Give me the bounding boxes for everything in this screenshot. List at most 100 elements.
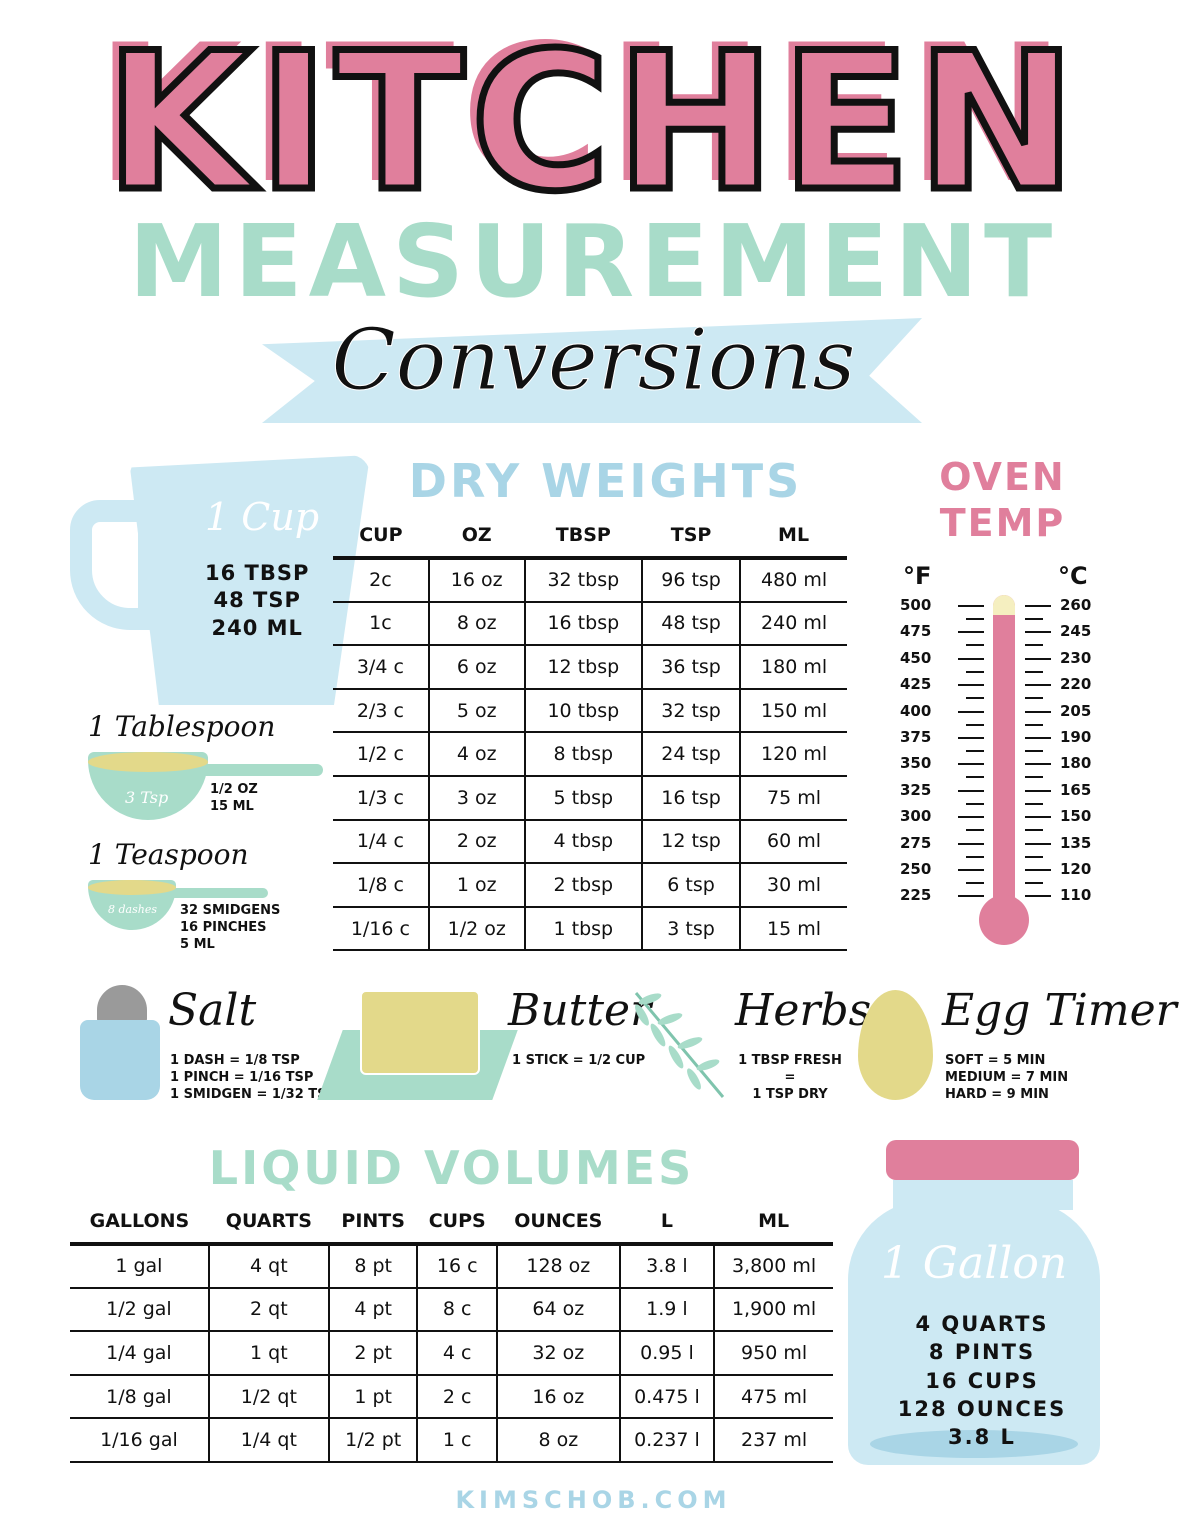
table-cell: 16 oz xyxy=(428,558,526,603)
fahrenheit-value: 300 xyxy=(900,807,932,826)
table-cell: 1c xyxy=(333,601,430,647)
gallon-line: 16 CUPS xyxy=(925,1368,1039,1393)
table-cell: 2 pt xyxy=(328,1331,419,1376)
table-cell: 6 tsp xyxy=(641,863,742,908)
salt-line: 1 PINCH = 1/16 TSP xyxy=(170,1069,314,1085)
thermometer-tick xyxy=(958,684,984,687)
table-cell: 4 oz xyxy=(428,732,526,777)
table-cell: 1/2 pt xyxy=(328,1418,419,1463)
table-cell: 4 pt xyxy=(328,1287,419,1333)
table-cell: 32 tsp xyxy=(641,688,742,734)
thermometer-tick xyxy=(1025,631,1051,634)
tsp-line: 5 ML xyxy=(180,936,215,952)
thermometer-tick xyxy=(1025,697,1043,700)
column-header: ML xyxy=(714,1200,833,1246)
salt-title: Salt xyxy=(168,985,257,1036)
fahrenheit-value: 450 xyxy=(900,648,932,667)
table-cell: 32 tbsp xyxy=(524,558,643,603)
celsius-value: 230 xyxy=(1060,648,1092,667)
herbs-info: 1 TBSP FRESH = 1 TSP DRY xyxy=(735,1053,845,1104)
gallon-line: 3.8 L xyxy=(948,1425,1016,1450)
footer-website: KIMSCHOB.COM xyxy=(455,1486,732,1514)
table-row: 1/16 c 1/2 oz 1 tbsp 3 tsp 15 ml xyxy=(333,906,847,952)
tablespoon-icon xyxy=(88,752,323,822)
table-cell: 0.475 l xyxy=(619,1374,716,1420)
teaspoon-equivalents: 32 SMIDGENS 16 PINCHES 5 ML xyxy=(180,903,280,954)
thermometer-tick xyxy=(966,750,984,752)
dry-weights-table: CUP OZ TBSP TSP ML 2c 16 oz 32 tbsp 96 tsp 480 ml… xyxy=(333,514,847,952)
table-cell: 12 tsp xyxy=(641,819,742,865)
table-cell: 1/2 oz xyxy=(428,906,526,952)
salt-shaker-icon xyxy=(75,985,160,1115)
title-conversions: Conversions xyxy=(331,311,856,409)
table-row: 1c 8 oz 16 tbsp 48 tsp 240 ml xyxy=(333,601,847,647)
thermometer-tick xyxy=(1025,882,1043,884)
thermometer-tick xyxy=(966,618,984,620)
tbsp-line: 1/2 OZ xyxy=(210,782,258,797)
table-cell: 1/4 qt xyxy=(208,1418,330,1463)
cup-equivalents: 16 TBSP 48 TSP 240 ML xyxy=(205,560,309,642)
table-cell: 3/4 c xyxy=(333,645,430,690)
table-cell: 3 tsp xyxy=(641,906,742,952)
table-cell: 32 oz xyxy=(496,1331,621,1376)
fahrenheit-value: 225 xyxy=(900,886,932,905)
thermometer-tick xyxy=(1025,723,1043,726)
fahrenheit-label: °F xyxy=(903,562,932,590)
egg-line: HARD = 9 MIN xyxy=(945,1086,1049,1102)
fahrenheit-value: 500 xyxy=(900,596,932,614)
gallon-label: 1 Gallon xyxy=(880,1238,1068,1289)
celsius-label: °C xyxy=(1058,562,1088,590)
table-cell: 10 tbsp xyxy=(524,688,643,734)
column-header: OUNCES xyxy=(496,1200,620,1246)
table-cell: 1/4 c xyxy=(333,819,430,865)
thermometer-tick xyxy=(1025,684,1051,687)
table-cell: 1 tbsp xyxy=(524,906,643,952)
table-cell: 16 c xyxy=(417,1244,498,1289)
cup-line: 16 TBSP xyxy=(205,561,310,585)
table-cell: 0.237 l xyxy=(619,1418,716,1463)
table-cell: 6 oz xyxy=(428,645,526,690)
column-header: QUARTS xyxy=(208,1200,329,1246)
celsius-value: 260 xyxy=(1060,596,1092,614)
egg-line: MEDIUM = 7 MIN xyxy=(945,1069,1069,1085)
column-header: CUPS xyxy=(417,1200,497,1246)
butter-title: Butter xyxy=(508,985,652,1036)
table-cell: 60 ml xyxy=(740,819,847,865)
thermometer-tick xyxy=(1025,789,1051,792)
dry-weights-title: DRY WEIGHTS xyxy=(408,454,803,508)
table-cell: 2 qt xyxy=(208,1287,330,1333)
thermometer-tick xyxy=(966,855,984,858)
egg-icon xyxy=(858,990,933,1100)
table-cell: 4 qt xyxy=(208,1244,330,1289)
table-cell: 1/16 c xyxy=(333,906,430,952)
salt-line: 1 SMIDGEN = 1/32 TSP xyxy=(170,1086,337,1102)
fahrenheit-value: 325 xyxy=(900,780,932,799)
table-cell: 480 ml xyxy=(740,558,847,603)
egg-timer-title: Egg Timer xyxy=(942,985,1177,1036)
table-cell: 12 tbsp xyxy=(524,645,643,690)
thermometer-tick xyxy=(1025,842,1051,845)
salt-line: 1 DASH = 1/8 TSP xyxy=(170,1053,300,1068)
fahrenheit-value: 275 xyxy=(900,833,932,852)
thermometer-tick xyxy=(1025,737,1051,739)
table-cell: 8 c xyxy=(417,1287,498,1333)
herbs-title: Herbs xyxy=(735,985,872,1036)
thermometer-tick xyxy=(1025,802,1043,805)
table-cell: 1.9 l xyxy=(619,1287,716,1333)
cup-line: 48 TSP xyxy=(213,588,301,613)
table-cell: 150 ml xyxy=(740,688,847,734)
fahrenheit-value: 400 xyxy=(900,701,932,720)
thermometer-tick xyxy=(1025,829,1043,832)
thermometer-tick xyxy=(966,829,984,832)
butter-info: 1 STICK = 1/2 CUP xyxy=(512,1053,645,1070)
table-row: 1/4 gal 1 qt 2 pt 4 c 32 oz 0.95 l 950 ml xyxy=(70,1331,833,1376)
gallon-line: 128 OUNCES xyxy=(897,1397,1067,1422)
salt-info: 1 DASH = 1/8 TSP 1 PINCH = 1/16 TSP 1 SMID… xyxy=(170,1053,336,1104)
thermometer-tick xyxy=(958,816,984,819)
thermometer-tick xyxy=(1025,816,1051,819)
celsius-value: 205 xyxy=(1060,701,1092,720)
tablespoon-equivalents: 1/2 OZ 15 ML xyxy=(210,782,258,816)
